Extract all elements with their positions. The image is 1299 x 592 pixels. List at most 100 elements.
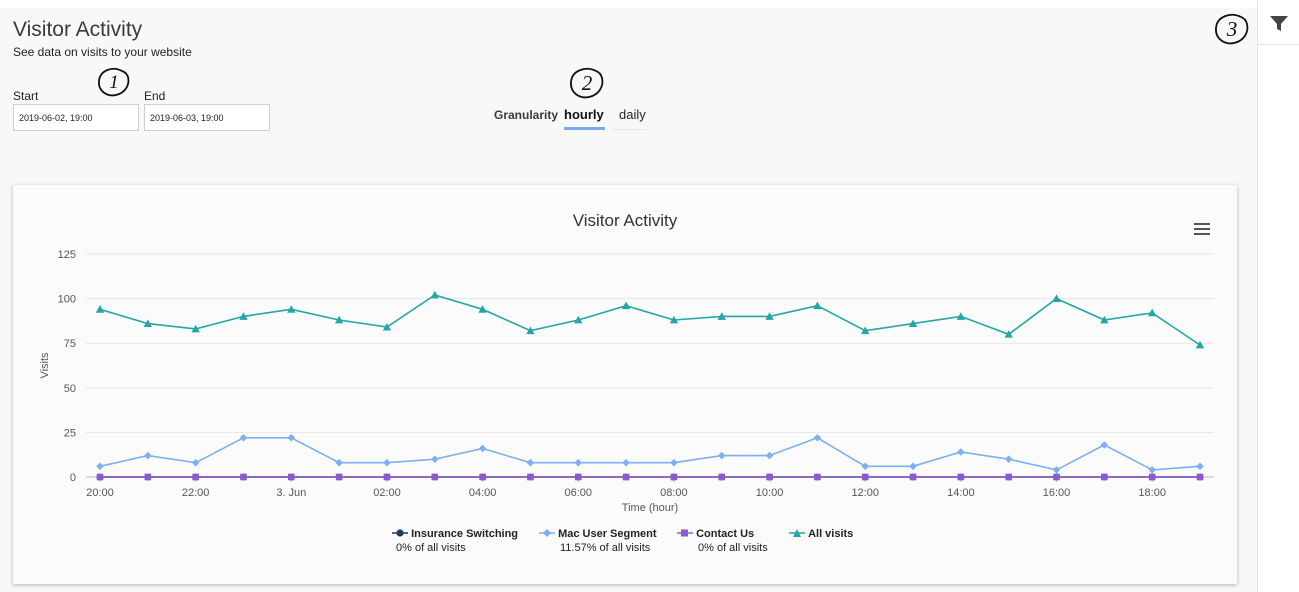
data-point bbox=[96, 462, 104, 471]
legend-item-contact-us[interactable]: Contact Us 0% of all visits bbox=[677, 528, 768, 554]
data-point bbox=[765, 451, 774, 460]
data-point bbox=[669, 315, 679, 324]
data-point bbox=[814, 473, 821, 481]
data-point bbox=[1147, 308, 1157, 317]
annotation-circle-2: 2 bbox=[570, 68, 604, 99]
line-chart: 0 25 50 75 100 125 20:00 22:00 3. Jun 02:00 04:00 0… bbox=[39, 249, 1214, 514]
data-point bbox=[718, 473, 726, 481]
data-point bbox=[622, 458, 630, 467]
data-point bbox=[670, 458, 678, 467]
granularity-tab-hourly[interactable]: hourly bbox=[564, 107, 604, 122]
data-point bbox=[478, 444, 487, 453]
data-point bbox=[1100, 441, 1109, 449]
data-point bbox=[1052, 294, 1061, 302]
x-tick-label: 16:00 bbox=[1043, 487, 1071, 499]
data-point bbox=[1148, 473, 1156, 481]
data-point bbox=[527, 473, 534, 481]
data-point bbox=[430, 455, 439, 463]
active-tab-indicator bbox=[564, 127, 605, 130]
annotation-circle-3: 3 bbox=[1215, 14, 1249, 45]
data-point bbox=[1004, 455, 1013, 463]
chart-menu-icon[interactable] bbox=[1194, 223, 1210, 237]
data-point bbox=[1053, 473, 1060, 481]
data-point bbox=[240, 473, 247, 481]
data-point bbox=[1005, 473, 1012, 481]
data-point bbox=[1148, 466, 1156, 474]
legend-marker-diamond bbox=[539, 529, 555, 537]
data-point bbox=[191, 324, 200, 333]
legend-item-all-visits[interactable]: All visits bbox=[789, 528, 853, 540]
data-point bbox=[287, 305, 296, 313]
x-tick-label: 14:00 bbox=[947, 487, 975, 499]
data-point bbox=[526, 326, 535, 335]
legend-label: All visits bbox=[808, 528, 854, 540]
y-axis-title: Visits bbox=[39, 352, 51, 379]
data-point bbox=[430, 290, 439, 299]
data-point bbox=[383, 473, 391, 481]
legend-item-mac-user-segment[interactable]: Mac User Segment 11.57% of all visits bbox=[539, 528, 657, 554]
data-point bbox=[1101, 473, 1108, 481]
y-tick-label: 50 bbox=[64, 383, 76, 395]
legend-item-insurance-switching[interactable]: Insurance Switching 0% of all visits bbox=[392, 528, 519, 554]
legend-share: 11.57% of all visits bbox=[560, 542, 651, 554]
legend-marker-square bbox=[677, 529, 693, 537]
annotation-circle-1: 1 bbox=[98, 68, 130, 97]
x-axis-title: Time (hour) bbox=[622, 502, 678, 514]
data-point bbox=[909, 462, 917, 471]
x-tick-label: 04:00 bbox=[469, 487, 497, 499]
data-point bbox=[574, 458, 583, 467]
x-tick-label: 08:00 bbox=[660, 487, 688, 499]
start-label: Start bbox=[13, 89, 39, 103]
data-point bbox=[239, 433, 248, 442]
data-point bbox=[239, 312, 248, 320]
data-point bbox=[1195, 340, 1205, 349]
data-point bbox=[574, 315, 583, 324]
x-tick-label: 02:00 bbox=[373, 487, 401, 499]
data-point bbox=[1004, 330, 1013, 338]
right-sidebar bbox=[1257, 0, 1299, 592]
x-tick-label: 10:00 bbox=[756, 487, 784, 499]
data-point bbox=[143, 319, 153, 327]
x-tick-label: 20:00 bbox=[86, 487, 114, 499]
filter-icon[interactable] bbox=[1268, 12, 1290, 34]
data-point bbox=[908, 319, 918, 327]
page-title: Visitor Activity bbox=[13, 18, 143, 41]
data-point bbox=[909, 473, 917, 481]
x-tick-label: 18:00 bbox=[1138, 487, 1166, 499]
annotation-label-3: 3 bbox=[1226, 17, 1238, 41]
data-point bbox=[1196, 462, 1204, 471]
data-point bbox=[95, 305, 105, 313]
data-point bbox=[621, 301, 631, 310]
data-point bbox=[144, 451, 152, 460]
x-tick-label: 22:00 bbox=[182, 487, 210, 499]
data-point bbox=[191, 458, 200, 467]
annotation-label-2: 2 bbox=[582, 71, 593, 95]
start-date-input[interactable] bbox=[13, 104, 139, 131]
data-point bbox=[861, 326, 870, 335]
data-point bbox=[622, 473, 630, 481]
x-tick-label: 3. Jun bbox=[276, 487, 306, 499]
data-point bbox=[383, 458, 391, 467]
granularity-tab-daily[interactable]: daily bbox=[619, 107, 646, 122]
y-tick-label: 75 bbox=[64, 338, 76, 350]
data-point bbox=[957, 448, 965, 456]
data-point bbox=[192, 473, 199, 481]
legend-marker-circle bbox=[392, 529, 408, 537]
data-point bbox=[287, 433, 296, 442]
end-date-input[interactable] bbox=[144, 104, 270, 131]
data-point bbox=[956, 312, 966, 320]
x-tick-label: 06:00 bbox=[564, 487, 592, 499]
data-point bbox=[813, 433, 822, 442]
legend-label: Insurance Switching bbox=[411, 528, 519, 540]
data-point bbox=[96, 473, 104, 481]
tab-baseline bbox=[612, 129, 646, 130]
end-label: End bbox=[144, 89, 166, 103]
main-panel: Visitor Activity See data on visits to y… bbox=[0, 8, 1257, 592]
data-point bbox=[334, 315, 344, 324]
data-point bbox=[526, 458, 535, 467]
data-point bbox=[861, 473, 869, 481]
data-point bbox=[335, 458, 343, 467]
legend-share: 0% of all visits bbox=[698, 542, 768, 554]
data-point bbox=[335, 473, 343, 481]
data-point bbox=[1052, 466, 1061, 474]
